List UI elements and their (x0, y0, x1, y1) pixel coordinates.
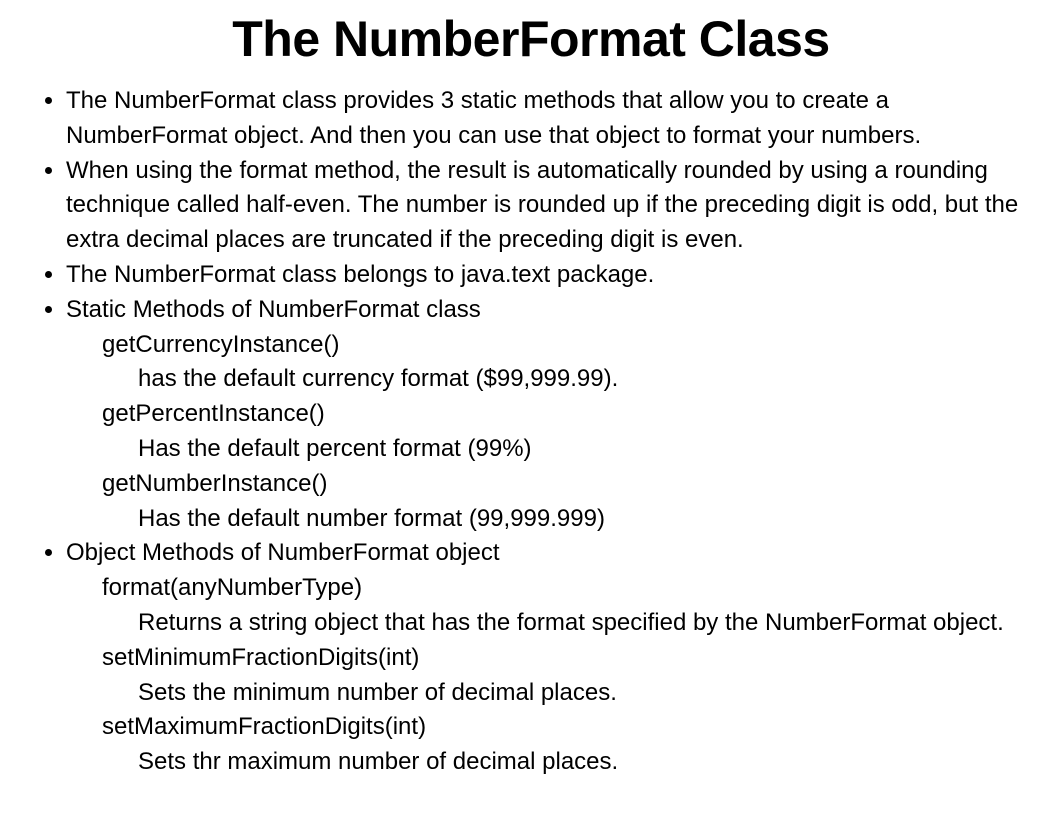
bullet-list-level3: Sets the minimum number of decimal place… (102, 676, 1022, 711)
list-item-text: getCurrencyInstance() (102, 331, 339, 358)
list-item-text: setMaximumFractionDigits(int) (102, 713, 426, 740)
bullet-list-level2: format(anyNumberType) Returns a string o… (66, 571, 1022, 780)
list-item: Has the default percent format (99%) (138, 432, 1022, 467)
bullet-list-level1: The NumberFormat class provides 3 static… (40, 84, 1022, 780)
list-item-text: Static Methods of NumberFormat class (66, 296, 481, 323)
bullet-list-level2: getCurrencyInstance() has the default cu… (66, 328, 1022, 537)
list-item: getCurrencyInstance() has the default cu… (102, 328, 1022, 398)
list-item: getPercentInstance() Has the default per… (102, 397, 1022, 467)
list-item: Has the default number format (99,999.99… (138, 502, 1022, 537)
list-item-text: getPercentInstance() (102, 400, 325, 427)
bullet-list-level3: has the default currency format ($99,999… (102, 362, 1022, 397)
list-item-text: setMinimumFractionDigits(int) (102, 644, 419, 671)
list-item: Object Methods of NumberFormat object fo… (66, 536, 1022, 780)
list-item: setMaximumFractionDigits(int) Sets thr m… (102, 710, 1022, 780)
list-item: Sets the minimum number of decimal place… (138, 676, 1022, 711)
list-item: has the default currency format ($99,999… (138, 362, 1022, 397)
bullet-list-level3: Sets thr maximum number of decimal place… (102, 745, 1022, 780)
list-item-text: getNumberInstance() (102, 470, 327, 497)
list-item: getNumberInstance() Has the default numb… (102, 467, 1022, 537)
list-item: Static Methods of NumberFormat class get… (66, 293, 1022, 537)
list-item: format(anyNumberType) Returns a string o… (102, 571, 1022, 641)
list-item: Sets thr maximum number of decimal place… (138, 745, 1022, 780)
slide-content: The NumberFormat Class The NumberFormat … (0, 0, 1062, 820)
bullet-list-level3: Has the default percent format (99%) (102, 432, 1022, 467)
slide-title: The NumberFormat Class (40, 10, 1022, 68)
list-item: The NumberFormat class belongs to java.t… (66, 258, 1022, 293)
bullet-list-level3: Has the default number format (99,999.99… (102, 502, 1022, 537)
list-item-text: Object Methods of NumberFormat object (66, 539, 500, 566)
list-item: Returns a string object that has the for… (138, 606, 1022, 641)
list-item-text: format(anyNumberType) (102, 574, 362, 601)
list-item: setMinimumFractionDigits(int) Sets the m… (102, 641, 1022, 711)
list-item: The NumberFormat class provides 3 static… (66, 84, 1022, 154)
bullet-list-level3: Returns a string object that has the for… (102, 606, 1022, 641)
list-item: When using the format method, the result… (66, 154, 1022, 258)
